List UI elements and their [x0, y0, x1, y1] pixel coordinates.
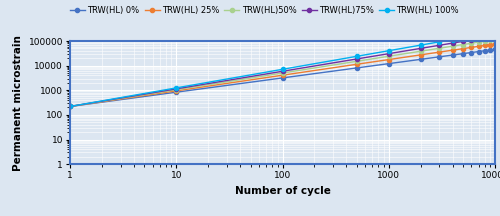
TRW(HL) 25% — [436, 51, 442, 53]
TRW(HL) 25% — [487, 43, 493, 46]
X-axis label: Number of cycle: Number of cycle — [234, 186, 330, 196]
TRW(HL) 25% — [460, 47, 466, 50]
TRW(HL)50% — [280, 72, 285, 74]
TRW(HL) 25% — [418, 54, 424, 56]
TRW(HL)50% — [386, 55, 392, 57]
TRW(HL) 25% — [67, 105, 73, 108]
Line: TRW(HL) 100%: TRW(HL) 100% — [68, 30, 497, 109]
TRW(HL)50% — [487, 39, 493, 41]
TRW(HL)75% — [418, 47, 424, 50]
TRW(HL) 0% — [450, 54, 456, 56]
TRW(HL)75% — [386, 52, 392, 55]
TRW(HL)75% — [460, 40, 466, 43]
TRW(HL)75% — [482, 37, 488, 39]
TRW(HL) 25% — [450, 49, 456, 51]
TRW(HL) 25% — [492, 43, 498, 45]
TRW(HL)50% — [436, 47, 442, 49]
TRW(HL)75% — [436, 44, 442, 47]
TRW(HL)75% — [67, 105, 73, 108]
TRW(HL) 0% — [468, 51, 474, 54]
TRW(HL)75% — [487, 36, 493, 38]
TRW(HL) 100% — [476, 34, 482, 36]
TRW(HL)50% — [418, 50, 424, 52]
Line: TRW(HL)75%: TRW(HL)75% — [68, 34, 497, 109]
TRW(HL)75% — [280, 70, 285, 73]
TRW(HL) 25% — [280, 74, 285, 76]
TRW(HL) 0% — [418, 58, 424, 61]
TRW(HL)50% — [468, 42, 474, 44]
TRW(HL)50% — [460, 43, 466, 46]
TRW(HL) 0% — [280, 77, 285, 79]
TRW(HL) 0% — [460, 52, 466, 55]
TRW(HL) 0% — [492, 48, 498, 51]
TRW(HL) 0% — [476, 50, 482, 53]
TRW(HL) 100% — [173, 87, 179, 89]
TRW(HL) 0% — [386, 62, 392, 65]
Legend: TRW(HL) 0%, TRW(HL) 25%, TRW(HL)50%, TRW(HL)75%, TRW(HL) 100%: TRW(HL) 0%, TRW(HL) 25%, TRW(HL)50%, TRW… — [70, 6, 459, 15]
TRW(HL) 0% — [354, 67, 360, 69]
TRW(HL) 25% — [173, 90, 179, 92]
TRW(HL)50% — [476, 41, 482, 43]
TRW(HL) 100% — [436, 41, 442, 43]
TRW(HL) 100% — [386, 49, 392, 52]
TRW(HL)50% — [482, 40, 488, 42]
Line: TRW(HL) 0%: TRW(HL) 0% — [68, 47, 497, 109]
TRW(HL)75% — [492, 35, 498, 37]
TRW(HL) 100% — [482, 33, 488, 35]
TRW(HL) 100% — [468, 35, 474, 38]
Line: TRW(HL)50%: TRW(HL)50% — [68, 37, 497, 109]
TRW(HL) 25% — [482, 44, 488, 47]
TRW(HL)50% — [492, 38, 498, 41]
TRW(HL) 25% — [354, 63, 360, 66]
TRW(HL)75% — [468, 39, 474, 41]
TRW(HL) 100% — [280, 68, 285, 71]
TRW(HL)50% — [67, 105, 73, 108]
Line: TRW(HL) 25%: TRW(HL) 25% — [68, 42, 497, 109]
TRW(HL) 25% — [468, 46, 474, 49]
TRW(HL) 100% — [460, 37, 466, 39]
TRW(HL) 0% — [173, 91, 179, 94]
TRW(HL) 100% — [67, 105, 73, 108]
TRW(HL) 25% — [386, 58, 392, 61]
TRW(HL) 100% — [492, 31, 498, 33]
TRW(HL) 25% — [476, 45, 482, 48]
TRW(HL)75% — [450, 42, 456, 44]
TRW(HL) 100% — [418, 44, 424, 46]
TRW(HL)50% — [173, 88, 179, 91]
TRW(HL) 0% — [482, 49, 488, 52]
TRW(HL) 100% — [354, 55, 360, 58]
TRW(HL) 0% — [487, 49, 493, 51]
TRW(HL) 0% — [67, 105, 73, 108]
TRW(HL)50% — [354, 60, 360, 63]
TRW(HL) 100% — [487, 32, 493, 34]
TRW(HL)75% — [476, 38, 482, 40]
TRW(HL) 100% — [450, 38, 456, 41]
TRW(HL)50% — [450, 45, 456, 48]
TRW(HL) 0% — [436, 56, 442, 58]
TRW(HL)75% — [173, 87, 179, 90]
TRW(HL)75% — [354, 58, 360, 60]
Y-axis label: Permanent microstrain: Permanent microstrain — [13, 35, 23, 171]
